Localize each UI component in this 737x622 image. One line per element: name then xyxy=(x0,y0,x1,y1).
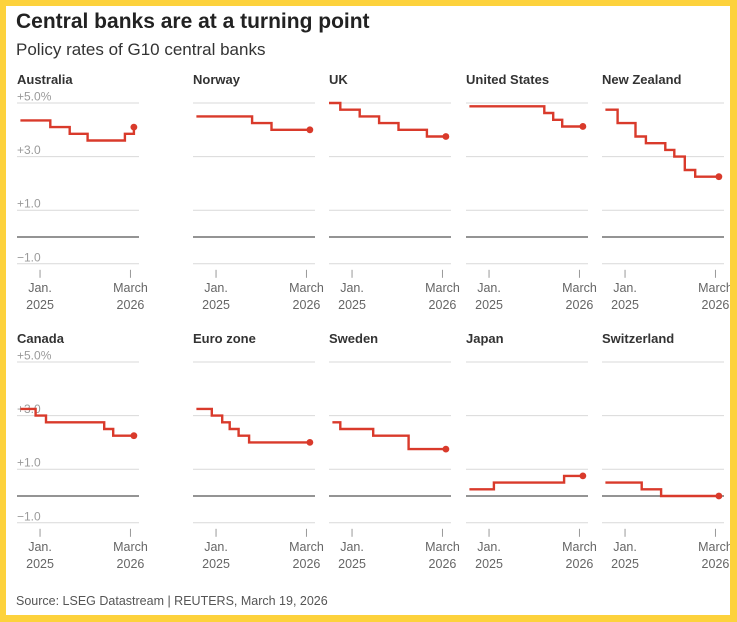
series-line-united-states xyxy=(469,105,583,128)
panel-label-euro-zone: Euro zone xyxy=(193,331,256,346)
endpoint-marker-sweden xyxy=(442,445,450,453)
x-tick-year: 2025 xyxy=(202,557,230,571)
series-line-euro-zone xyxy=(196,407,310,444)
x-tick-label: Jan. xyxy=(204,540,228,554)
endpoint-marker-united-states xyxy=(579,123,587,130)
x-tick-year: 2025 xyxy=(26,298,54,312)
x-tick-year: 2025 xyxy=(475,298,503,312)
x-tick-year: 2026 xyxy=(117,557,145,571)
x-tick-year: 2025 xyxy=(26,557,54,571)
x-tick-year: 2026 xyxy=(429,557,457,571)
chart-card: Central banks are at a turning point Pol… xyxy=(6,6,730,615)
y-tick-label: +3.0 xyxy=(17,143,41,157)
endpoint-marker-norway xyxy=(306,126,314,134)
x-tick-label: Jan. xyxy=(28,281,52,295)
x-tick-year: 2025 xyxy=(611,557,639,571)
series-line-norway xyxy=(196,115,310,131)
x-tick-year: 2026 xyxy=(702,557,730,571)
x-tick-year: 2026 xyxy=(566,298,594,312)
panel-label-australia: Australia xyxy=(17,72,73,87)
x-tick-year: 2026 xyxy=(429,298,457,312)
series-line-sweden xyxy=(332,421,446,451)
x-tick-year: 2025 xyxy=(202,298,230,312)
y-tick-label: +1.0 xyxy=(17,456,41,470)
x-tick-label: March xyxy=(562,540,597,554)
x-tick-label: Jan. xyxy=(28,540,52,554)
endpoint-marker-switzerland xyxy=(715,492,723,500)
x-tick-year: 2026 xyxy=(702,298,730,312)
series-line-japan xyxy=(469,474,583,491)
x-tick-year: 2026 xyxy=(293,557,321,571)
source-note: Source: LSEG Datastream | REUTERS, March… xyxy=(16,594,328,608)
panel-label-united-states: United States xyxy=(466,72,549,87)
small-multiples-chart: Australia +5.0% +3.0 +1.0 −1.0 Jan. 2025 March 2… xyxy=(17,72,730,571)
x-tick-year: 2025 xyxy=(338,298,366,312)
x-tick-label: March xyxy=(698,540,730,554)
panel-label-canada: Canada xyxy=(17,331,65,346)
panel-label-sweden: Sweden xyxy=(329,331,378,346)
y-tick-label: −1.0 xyxy=(17,509,41,523)
panel-label-new-zealand: New Zealand xyxy=(602,72,682,87)
x-tick-label: March xyxy=(425,540,460,554)
series-line-uk xyxy=(329,101,446,138)
x-tick-label: Jan. xyxy=(477,281,501,295)
series-line-canada xyxy=(20,407,134,437)
y-tick-label: +5.0% xyxy=(17,349,52,363)
y-tick-label: −1.0 xyxy=(17,250,41,264)
x-tick-year: 2025 xyxy=(475,557,503,571)
chart-title: Central banks are at a turning point xyxy=(16,10,370,33)
x-tick-year: 2026 xyxy=(293,298,321,312)
x-tick-year: 2026 xyxy=(566,557,594,571)
endpoint-marker-euro-zone xyxy=(306,439,314,446)
x-tick-year: 2026 xyxy=(117,298,145,312)
chart-subtitle: Policy rates of G10 central banks xyxy=(16,40,266,59)
x-tick-label: Jan. xyxy=(613,540,637,554)
x-tick-label: March xyxy=(698,281,730,295)
x-tick-label: March xyxy=(289,281,324,295)
x-tick-label: March xyxy=(113,281,148,295)
endpoint-marker-uk xyxy=(442,133,450,140)
endpoint-marker-canada xyxy=(130,432,138,440)
series-line-australia xyxy=(20,119,136,142)
x-tick-label: Jan. xyxy=(204,281,228,295)
x-tick-label: Jan. xyxy=(613,281,637,295)
x-tick-label: March xyxy=(425,281,460,295)
x-tick-label: Jan. xyxy=(340,540,364,554)
y-tick-label: +1.0 xyxy=(17,197,41,211)
x-tick-year: 2025 xyxy=(611,298,639,312)
series-line-new-zealand xyxy=(605,108,719,178)
x-tick-year: 2025 xyxy=(338,557,366,571)
endpoint-marker-new-zealand xyxy=(715,173,723,181)
endpoint-marker-japan xyxy=(579,472,587,480)
endpoint-marker-australia xyxy=(130,123,138,131)
x-tick-label: Jan. xyxy=(340,281,364,295)
x-tick-label: March xyxy=(113,540,148,554)
x-tick-label: March xyxy=(289,540,324,554)
series-line-switzerland xyxy=(605,481,719,498)
x-tick-label: March xyxy=(562,281,597,295)
y-tick-label: +5.0% xyxy=(17,90,52,104)
panel-label-switzerland: Switzerland xyxy=(602,331,674,346)
panel-label-norway: Norway xyxy=(193,72,241,87)
x-tick-label: Jan. xyxy=(477,540,501,554)
panel-label-japan: Japan xyxy=(466,331,504,346)
panel-label-uk: UK xyxy=(329,72,348,87)
